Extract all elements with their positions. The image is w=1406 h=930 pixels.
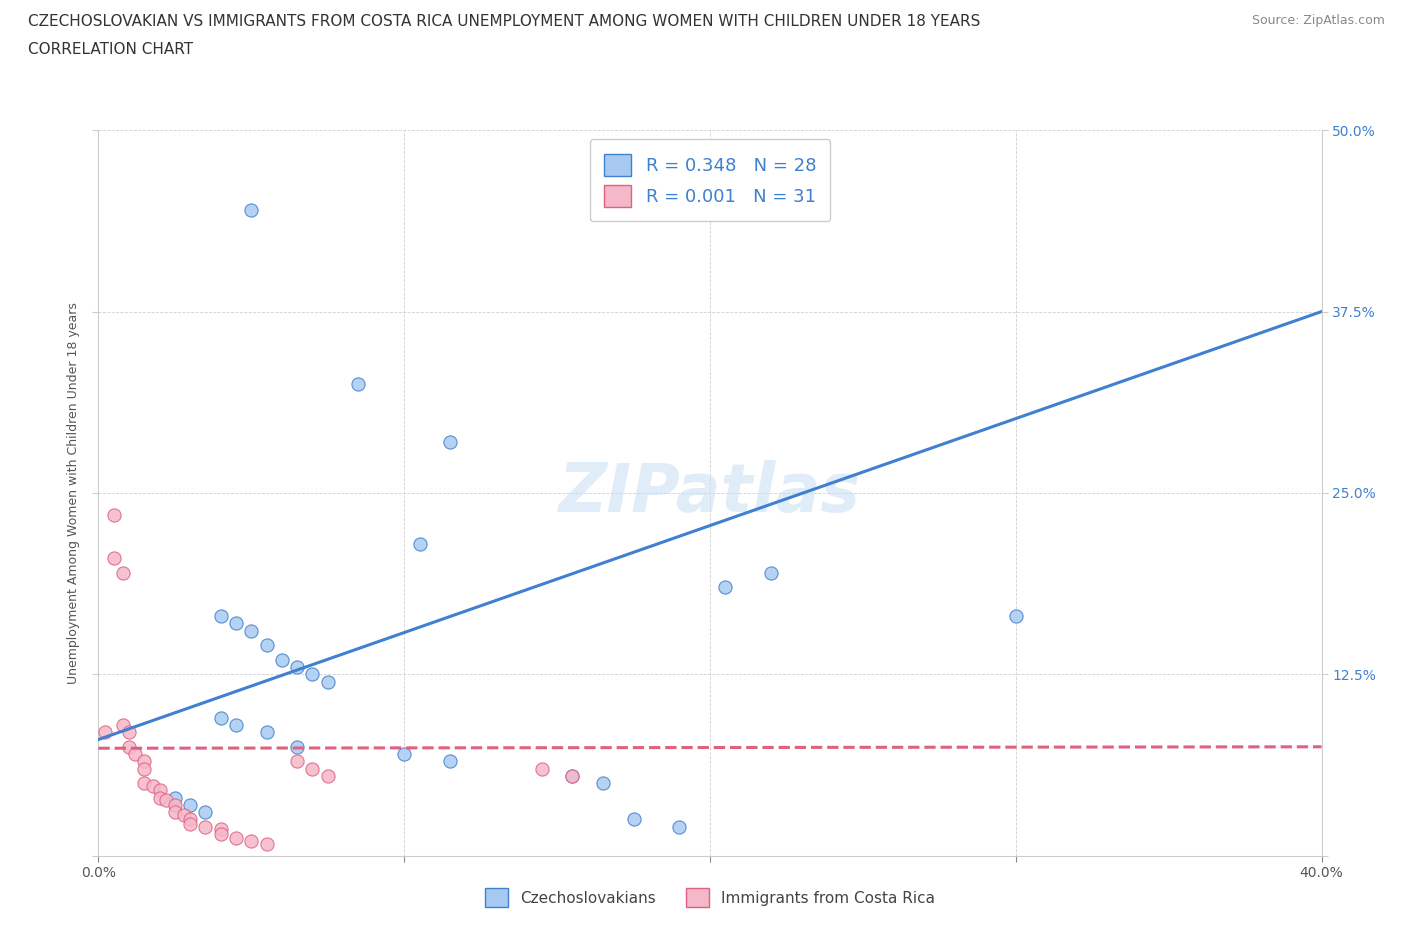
Y-axis label: Unemployment Among Women with Children Under 18 years: Unemployment Among Women with Children U… [66,302,80,684]
Point [209,711,232,725]
Point [561,768,583,783]
Point [124,747,146,762]
Point [93,724,115,739]
Point [240,833,263,848]
Point [103,551,125,565]
Point [240,203,263,218]
Point [256,724,278,739]
Legend: Czechoslovakians, Immigrants from Costa Rica: Czechoslovakians, Immigrants from Costa … [478,883,942,913]
Point [240,623,263,638]
Point [530,761,553,776]
Point [111,718,134,733]
Point [194,819,217,834]
Point [209,822,232,837]
Point [392,747,416,762]
Point [163,797,186,812]
Point [316,674,339,689]
Point [173,807,195,822]
Point [285,659,308,674]
Point [270,652,292,667]
Point [439,754,461,769]
Point [103,507,125,522]
Text: Source: ZipAtlas.com: Source: ZipAtlas.com [1251,14,1385,27]
Point [1004,609,1026,624]
Point [759,565,782,580]
Point [163,790,186,805]
Point [623,812,645,827]
Point [592,776,614,790]
Point [225,718,247,733]
Point [118,739,141,754]
Point [134,776,156,790]
Point [347,377,370,392]
Point [209,827,232,842]
Point [714,579,737,594]
Point [179,812,201,827]
Point [179,797,201,812]
Point [316,768,339,783]
Point [256,638,278,653]
Point [225,830,247,845]
Point [561,768,583,783]
Point [408,537,430,551]
Text: CORRELATION CHART: CORRELATION CHART [28,42,193,57]
Point [179,817,201,831]
Point [142,778,165,793]
Point [118,724,141,739]
Point [134,761,156,776]
Point [439,434,461,449]
Point [134,754,156,769]
Point [149,790,172,805]
Text: ZIPatlas: ZIPatlas [560,460,860,525]
Point [194,804,217,819]
Point [155,793,177,808]
Point [111,565,134,580]
Point [285,754,308,769]
Point [149,783,172,798]
Point [163,804,186,819]
Point [301,761,323,776]
Point [285,739,308,754]
Point [209,609,232,624]
Text: CZECHOSLOVAKIAN VS IMMIGRANTS FROM COSTA RICA UNEMPLOYMENT AMONG WOMEN WITH CHIL: CZECHOSLOVAKIAN VS IMMIGRANTS FROM COSTA… [28,14,980,29]
Point [668,819,690,834]
Point [225,616,247,631]
Point [256,837,278,852]
Point [301,667,323,682]
